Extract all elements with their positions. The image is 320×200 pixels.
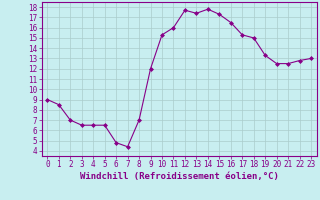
X-axis label: Windchill (Refroidissement éolien,°C): Windchill (Refroidissement éolien,°C) [80,172,279,181]
